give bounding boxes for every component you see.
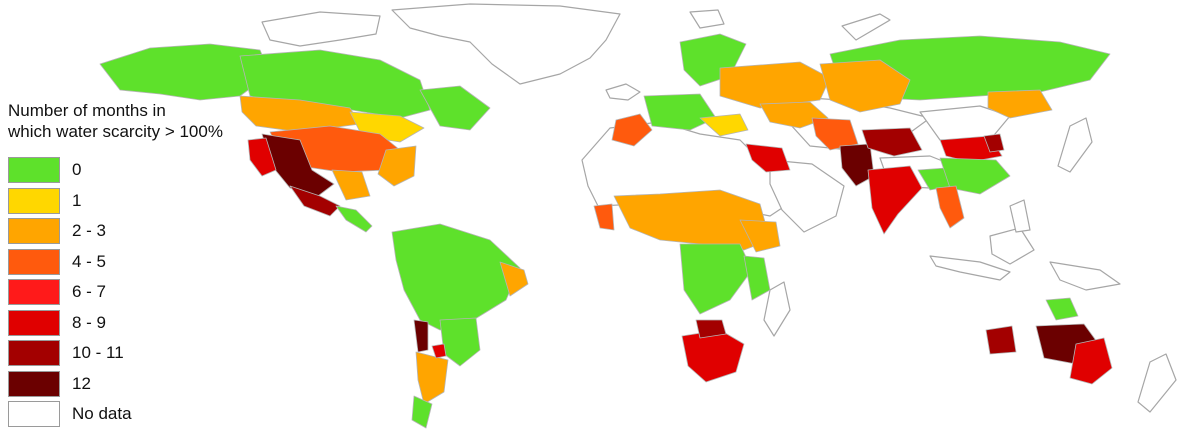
region-california	[247, 137, 277, 177]
legend-item: 8 - 9	[8, 308, 268, 339]
region-beijing	[983, 133, 1005, 153]
region-chile-andes	[413, 319, 429, 353]
legend-label: 4 - 5	[72, 251, 107, 271]
mongolia-base	[919, 105, 1011, 141]
new-zealand	[1137, 353, 1177, 413]
region-central-asia	[819, 59, 911, 113]
region-russia-west	[719, 61, 831, 109]
legend-swatch	[8, 340, 60, 367]
legend-swatch	[8, 309, 60, 336]
legend-item: 6 - 7	[8, 277, 268, 308]
philippines	[1009, 199, 1031, 233]
region-siberia-east	[987, 89, 1053, 119]
arabia-base	[769, 159, 845, 233]
legend-title: Number of months in which water scarcity…	[8, 101, 223, 141]
madagascar	[763, 281, 791, 337]
legend-swatch	[8, 248, 60, 275]
legend-swatch	[8, 187, 60, 214]
legend: Number of months in which water scarcity…	[8, 100, 268, 430]
region-indochina	[935, 185, 965, 229]
legend-item: 12	[8, 369, 268, 400]
legend-item: 4 - 5	[8, 247, 268, 278]
legend-label: 0	[72, 160, 82, 180]
svalbard	[689, 9, 725, 29]
iceland	[605, 83, 641, 101]
legend-items: 0 1 2 - 3 4 - 5 6 - 7 8 - 9 10 - 11 12	[8, 155, 268, 430]
scarcity-regions	[99, 33, 1113, 429]
legend-swatch	[8, 279, 60, 306]
region-middle-east	[745, 143, 791, 173]
region-southeast-usa	[377, 145, 417, 187]
arctic-islands	[261, 11, 381, 47]
region-australia-north	[1045, 297, 1079, 321]
japan	[1057, 117, 1093, 173]
legend-label: 10 - 11	[72, 343, 124, 363]
legend-item: 2 - 3	[8, 216, 268, 247]
region-namibia	[695, 319, 727, 339]
region-central-europe	[643, 93, 717, 131]
legend-item: 1	[8, 186, 268, 217]
legend-label: 2 - 3	[72, 221, 107, 241]
region-west-europe	[611, 113, 653, 147]
region-argentina	[415, 351, 449, 405]
region-central-america	[335, 205, 373, 233]
legend-label: 6 - 7	[72, 282, 107, 302]
region-pakistan	[839, 143, 875, 187]
region-east-brazil	[499, 261, 529, 297]
region-south-china	[939, 157, 1011, 195]
legend-swatch	[8, 157, 60, 184]
region-west-africa-coast	[593, 203, 615, 231]
region-balkans	[699, 113, 749, 137]
legend-label: 8 - 9	[72, 312, 107, 332]
region-tibet-china-west	[861, 127, 923, 157]
region-australia-east	[1069, 337, 1113, 385]
region-la-plata	[431, 343, 447, 359]
borneo	[989, 227, 1035, 265]
legend-label: No data	[72, 404, 132, 424]
legend-swatch	[8, 401, 60, 428]
region-south-brazil	[439, 317, 481, 367]
legend-label: 12	[72, 373, 91, 393]
region-mexico	[289, 185, 341, 217]
region-texas	[331, 169, 371, 201]
indonesia	[929, 255, 1011, 281]
region-hudson-east	[419, 85, 491, 131]
region-ethiopia	[739, 219, 781, 253]
region-amazon-basin	[391, 223, 521, 331]
region-australia-west	[985, 325, 1017, 355]
region-east-africa	[743, 255, 771, 301]
novaya-zemlya	[841, 13, 891, 41]
region-southern-africa	[681, 329, 745, 383]
new-guinea	[1049, 261, 1121, 291]
legend-item: 10 - 11	[8, 338, 268, 369]
region-patagonia	[411, 395, 433, 429]
legend-swatch	[8, 370, 60, 397]
legend-item: No data	[8, 399, 268, 430]
legend-item: 0	[8, 155, 268, 186]
region-central-africa	[679, 243, 753, 315]
legend-label: 1	[72, 190, 82, 210]
greenland	[391, 3, 621, 85]
legend-swatch	[8, 218, 60, 245]
region-india	[867, 165, 923, 235]
